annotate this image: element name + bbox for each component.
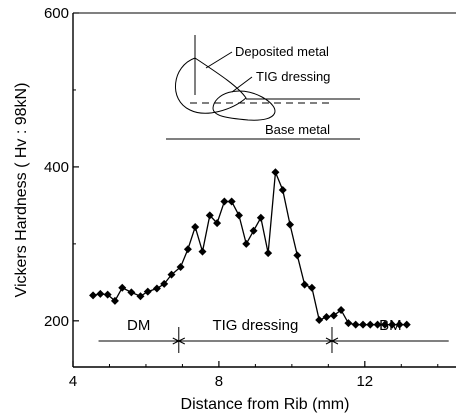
data-point: [242, 239, 251, 248]
weld-schematic: [166, 35, 360, 140]
data-point: [213, 219, 222, 228]
data-point: [234, 211, 243, 220]
data-point: [198, 247, 207, 256]
data-point: [315, 316, 324, 325]
axes: [72, 12, 456, 368]
tig-dressing-profile: [212, 90, 276, 121]
data-point: [110, 296, 119, 305]
data-point: [89, 291, 98, 300]
data-point: [329, 311, 338, 320]
data-point: [249, 226, 258, 235]
data-point: [191, 222, 200, 231]
y-tick-label: 600: [44, 5, 69, 22]
ticks: [72, 12, 439, 367]
x-tick-label: 12: [356, 373, 373, 390]
data-point: [256, 213, 265, 222]
y-tick-label: 200: [44, 313, 69, 330]
data-point: [395, 320, 404, 329]
region-label: TIG dressing: [212, 317, 298, 334]
data-point: [358, 320, 367, 329]
data-point: [205, 211, 214, 220]
data-point: [96, 289, 105, 298]
data-point: [351, 320, 360, 329]
region-label: DM: [127, 317, 150, 334]
data-point: [293, 251, 302, 260]
tick-labels: 4 8 12 200 400 600: [44, 5, 373, 390]
data-point: [227, 197, 236, 206]
data-point: [152, 284, 161, 293]
data-point: [402, 320, 411, 329]
data-point: [136, 292, 145, 301]
deposited-metal-profile: [175, 57, 247, 114]
annotation-deposited-metal: Deposited metal: [235, 44, 329, 59]
data-point: [337, 306, 346, 315]
data-point: [143, 287, 152, 296]
y-tick-label: 400: [44, 159, 69, 176]
data-point: [300, 280, 309, 289]
y-axis-label: Vickers Hardness ( Hv : 98kN): [13, 83, 30, 298]
x-tick-label: 4: [69, 373, 77, 390]
data-point: [127, 288, 136, 297]
x-axis-label: Distance from Rib (mm): [181, 396, 350, 413]
data-point: [366, 320, 375, 329]
x-tick-label: 8: [215, 373, 223, 390]
annotation-tig-dressing: TIG dressing: [256, 69, 330, 84]
region-arrow: [325, 337, 334, 345]
data-point: [167, 270, 176, 279]
region-arrow: [172, 337, 180, 345]
data-point: [344, 319, 353, 328]
deposited-metal-leader: [205, 51, 233, 69]
data-point: [176, 262, 185, 271]
data-point: [373, 320, 382, 329]
annotation-base-metal: Base metal: [265, 122, 330, 137]
data-point: [118, 283, 127, 292]
data-point: [380, 320, 389, 329]
series-line: [92, 172, 407, 326]
data-point: [271, 168, 280, 177]
data-point: [307, 283, 316, 292]
data-point: [388, 320, 397, 329]
data-point: [278, 186, 287, 194]
tig-dressing-leader: [231, 76, 253, 93]
data-point: [220, 197, 229, 206]
data-point: [160, 279, 169, 288]
data-point: [322, 312, 331, 321]
data-point: [103, 290, 112, 299]
data-point: [183, 245, 192, 254]
series: [89, 168, 411, 329]
data-point: [286, 220, 295, 229]
data-point: [264, 249, 273, 258]
